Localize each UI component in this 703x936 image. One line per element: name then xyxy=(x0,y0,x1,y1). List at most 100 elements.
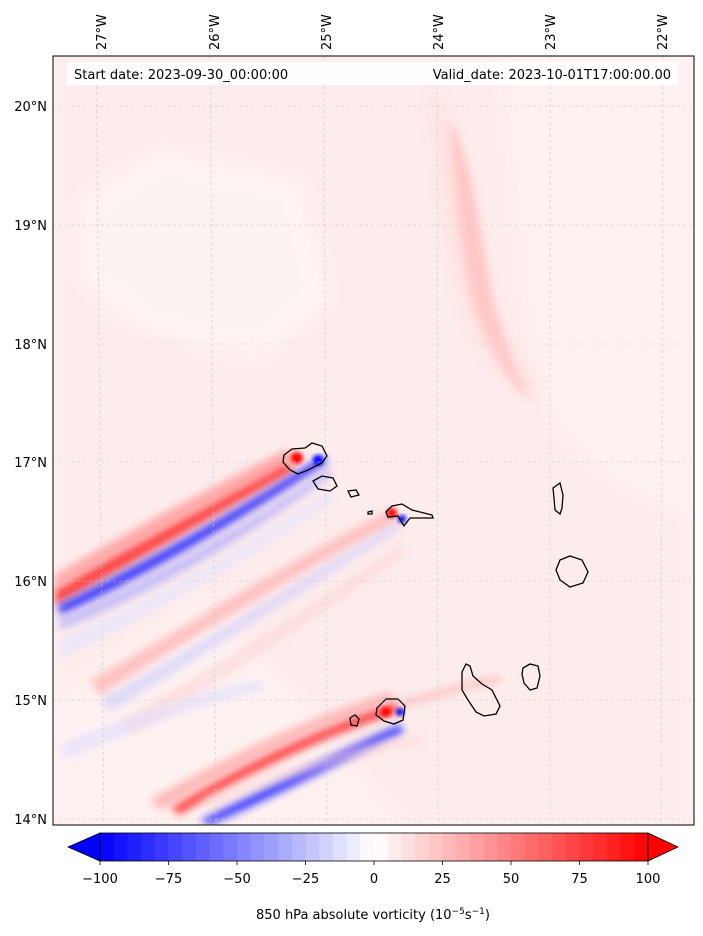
colorbar-segment xyxy=(113,833,128,861)
colorbar-segment xyxy=(483,833,498,861)
colorbar-segment xyxy=(291,833,306,861)
colorbar-segment xyxy=(634,833,649,861)
colorbar-segment xyxy=(593,833,608,861)
colorbar-segment xyxy=(100,833,115,861)
vorticity-wake-south-faint xyxy=(60,680,265,760)
colorbar-extend-max xyxy=(647,832,679,862)
valid-date-label: Valid_date: 2023-10-01T17:00:00.00 xyxy=(433,68,671,83)
island-santiago xyxy=(461,663,501,717)
vorticity-wake-south-positive xyxy=(150,692,395,810)
vorticity-band-east xyxy=(430,80,545,400)
lat-tick-label: 15°N xyxy=(14,694,47,709)
colorbar-segment xyxy=(387,833,402,861)
colorbar-tick-label: 0 xyxy=(370,872,378,887)
vorticity-wake-north-faint xyxy=(60,490,335,660)
longitude-labels: 27°W 26°W 25°W 24°W 23°W 22°W xyxy=(95,14,671,50)
lat-tick-label: 14°N xyxy=(14,813,47,828)
colorbar-tick-label: −50 xyxy=(223,872,250,887)
vorticity-spot xyxy=(396,708,404,716)
colorbar-tick-label: −25 xyxy=(292,872,319,887)
vorticity-wake-north-positive xyxy=(55,450,300,590)
island-fogo xyxy=(375,698,406,725)
vorticity-wake-middle xyxy=(100,522,402,712)
colorbar-segment xyxy=(538,833,553,861)
colorbar-tick-label: −100 xyxy=(82,872,118,887)
vorticity-spot xyxy=(291,452,303,464)
island-sal xyxy=(552,481,564,516)
island-sao-vicente xyxy=(312,475,338,492)
coastlines xyxy=(282,442,589,727)
colorbar-segment xyxy=(456,833,471,861)
colorbar-segment xyxy=(497,833,512,861)
colorbar-segment xyxy=(428,833,443,861)
colorbar-segment xyxy=(524,833,539,861)
lat-tick-label: 17°N xyxy=(14,456,47,471)
vorticity-spot xyxy=(398,515,406,523)
lat-tick-label: 19°N xyxy=(14,219,47,234)
colorbar-segment xyxy=(154,833,169,861)
lon-tick-label: 25°W xyxy=(320,14,335,50)
colorbar-segment xyxy=(442,833,457,861)
vorticity-field xyxy=(53,56,694,825)
lat-tick-label: 16°N xyxy=(14,575,47,590)
colorbar-segments xyxy=(100,833,649,861)
colorbar-ticks: −100 −75 −50 −25 0 25 50 75 100 xyxy=(82,861,660,887)
colorbar-segment xyxy=(469,833,485,861)
colorbar-segment xyxy=(182,833,197,861)
colorbar: −100 −75 −50 −25 0 25 50 75 100 850 hPa absolute… xyxy=(67,832,679,923)
colorbar-segment xyxy=(278,833,293,861)
colorbar-segment xyxy=(305,833,320,861)
latitude-labels: 20°N 19°N 18°N 17°N 16°N 15°N 14°N xyxy=(14,100,47,828)
vorticity-wake-north-positive xyxy=(55,462,295,605)
island-brava xyxy=(349,714,360,727)
start-date-label: Start date: 2023-09-30_00:00:00 xyxy=(74,68,288,83)
island-raso xyxy=(367,510,373,515)
colorbar-segment xyxy=(401,833,416,861)
colorbar-segment xyxy=(209,833,224,861)
island-santo-antao xyxy=(282,442,328,475)
colorbar-segment xyxy=(511,833,526,861)
colorbar-tick-label: −75 xyxy=(155,872,182,887)
colorbar-tick-label: 100 xyxy=(636,872,661,887)
vorticity-wake-south-positive xyxy=(170,702,400,815)
colorbar-segment xyxy=(332,833,348,861)
colorbar-segment xyxy=(620,833,635,861)
vorticity-wake-north-negative xyxy=(58,456,328,615)
island-santa-luzia xyxy=(347,489,361,498)
vorticity-patch xyxy=(80,150,330,360)
vorticity-spot xyxy=(313,455,323,465)
colorbar-tick-label: 25 xyxy=(434,872,451,887)
colorbar-segment xyxy=(237,833,252,861)
lat-tick-label: 20°N xyxy=(14,100,47,115)
colorbar-segment xyxy=(195,833,211,861)
colorbar-segment xyxy=(250,833,265,861)
colorbar-segment xyxy=(415,833,430,861)
vorticity-wake-north-negative xyxy=(58,468,332,630)
island-maio xyxy=(521,663,541,691)
vorticity-spot xyxy=(381,707,391,717)
colorbar-segment xyxy=(374,833,389,861)
colorbar-segment xyxy=(168,833,183,861)
lon-tick-label: 24°W xyxy=(432,14,447,50)
info-box xyxy=(67,62,678,85)
map-frame xyxy=(52,55,695,826)
vorticity-band-east xyxy=(450,120,530,395)
island-sao-nicolau xyxy=(385,503,434,528)
lon-tick-label: 26°W xyxy=(208,14,223,50)
colorbar-segment xyxy=(606,833,622,861)
colorbar-segment xyxy=(346,833,361,861)
gridlines xyxy=(53,56,694,825)
colorbar-segment xyxy=(127,833,142,861)
lon-tick-label: 27°W xyxy=(95,14,110,50)
colorbar-segment xyxy=(264,833,279,861)
colorbar-segment xyxy=(360,833,375,861)
colorbar-tick-label: 75 xyxy=(571,872,588,887)
lat-tick-label: 18°N xyxy=(14,338,47,353)
colorbar-segment xyxy=(141,833,156,861)
lon-tick-label: 22°W xyxy=(656,14,671,50)
colorbar-extend-min xyxy=(67,832,101,862)
colorbar-segment xyxy=(319,833,334,861)
colorbar-tick-label: 50 xyxy=(503,872,520,887)
vorticity-spot xyxy=(387,508,397,518)
